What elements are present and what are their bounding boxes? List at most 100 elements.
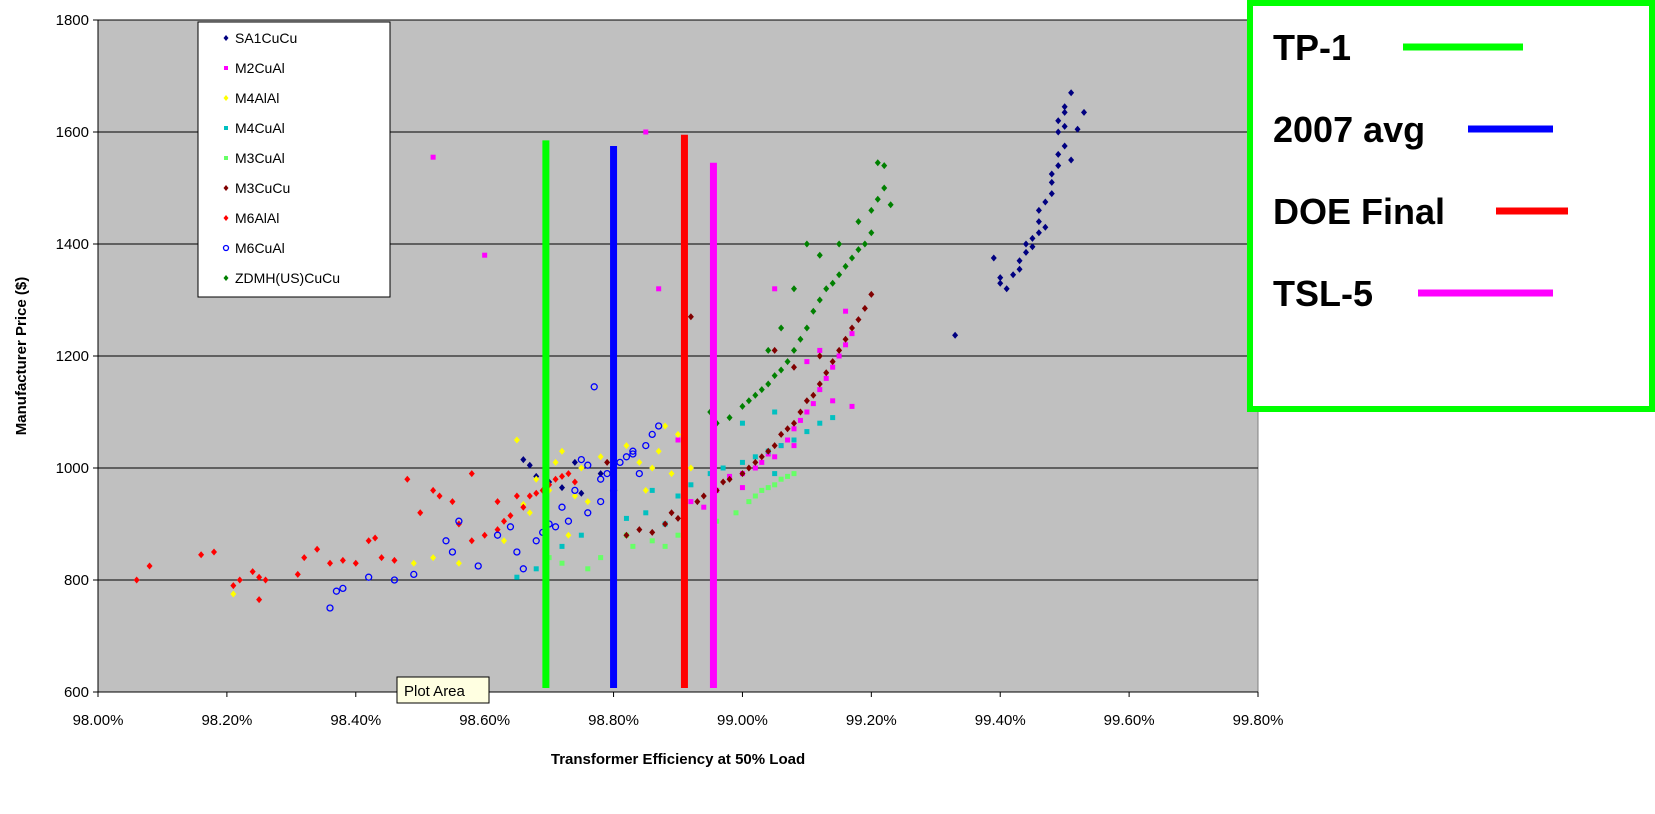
data-point bbox=[1029, 234, 1036, 242]
reference-legend-label: TP-1 bbox=[1273, 27, 1351, 68]
data-point bbox=[823, 375, 829, 381]
series-legend: SA1CuCu M2CuAl M4AlAl M4CuAl M3CuAl M3CuCu M6A… bbox=[197, 21, 391, 298]
data-point bbox=[481, 531, 488, 539]
data-point bbox=[752, 458, 759, 466]
data-point bbox=[636, 458, 643, 466]
reference-legend-label: TSL-5 bbox=[1273, 273, 1373, 314]
data-point bbox=[675, 514, 681, 522]
data-point bbox=[585, 566, 591, 572]
data-point bbox=[558, 503, 566, 511]
data-point bbox=[701, 504, 707, 510]
data-point bbox=[1042, 223, 1049, 231]
data-point bbox=[430, 154, 436, 160]
data-point bbox=[410, 559, 417, 567]
data-point bbox=[739, 485, 745, 491]
data-point bbox=[772, 454, 778, 460]
data-point bbox=[771, 442, 778, 450]
data-point bbox=[803, 240, 810, 248]
data-point bbox=[990, 254, 997, 262]
data-point bbox=[758, 386, 765, 394]
data-point bbox=[629, 447, 637, 455]
x-tick-label: 99.60% bbox=[1104, 712, 1155, 729]
data-point bbox=[817, 347, 823, 353]
series-sa1cucu bbox=[520, 89, 1087, 497]
data-point bbox=[739, 402, 746, 410]
data-points bbox=[133, 89, 1087, 612]
data-point bbox=[1055, 150, 1062, 158]
tick-labels: 600 800 1000 1200 1400 1600 1800 98.00% 98.20% 98… bbox=[56, 12, 1284, 729]
data-point bbox=[501, 537, 507, 545]
data-point bbox=[778, 366, 785, 374]
data-point bbox=[810, 391, 817, 399]
data-point bbox=[765, 447, 772, 455]
data-point bbox=[262, 576, 269, 584]
data-point bbox=[810, 401, 816, 407]
data-point bbox=[1048, 170, 1055, 178]
data-point bbox=[997, 274, 1004, 282]
data-point bbox=[758, 453, 765, 461]
data-point bbox=[668, 470, 675, 478]
data-point bbox=[887, 201, 894, 209]
data-point bbox=[622, 453, 631, 461]
data-point bbox=[668, 509, 675, 517]
data-point bbox=[513, 436, 520, 444]
data-point bbox=[849, 403, 855, 409]
data-point bbox=[327, 559, 333, 567]
data-point bbox=[720, 478, 727, 486]
data-point bbox=[520, 456, 527, 464]
data-point bbox=[410, 570, 418, 579]
data-point bbox=[784, 425, 791, 433]
data-point bbox=[649, 538, 655, 544]
legend-marker bbox=[222, 244, 230, 252]
data-point bbox=[700, 492, 707, 500]
data-point bbox=[823, 285, 830, 293]
data-point bbox=[752, 391, 759, 399]
data-point bbox=[688, 482, 694, 488]
data-point bbox=[830, 415, 836, 421]
data-point bbox=[365, 573, 373, 581]
data-point bbox=[623, 442, 630, 450]
data-point bbox=[513, 492, 520, 500]
data-point bbox=[494, 526, 501, 534]
data-point bbox=[559, 472, 565, 480]
data-point bbox=[752, 454, 758, 460]
data-point bbox=[759, 487, 765, 493]
data-point bbox=[874, 159, 881, 167]
data-point bbox=[849, 254, 855, 262]
legend-label: ZDMH(US)CuCu bbox=[235, 270, 340, 286]
data-point bbox=[816, 352, 823, 360]
data-point bbox=[675, 493, 681, 499]
data-point bbox=[513, 548, 521, 556]
data-point bbox=[804, 429, 810, 435]
data-point bbox=[629, 450, 637, 458]
legend-label: SA1CuCu bbox=[235, 30, 297, 46]
data-point bbox=[874, 195, 881, 203]
data-point bbox=[584, 498, 591, 506]
data-point bbox=[772, 482, 778, 488]
data-point bbox=[236, 576, 243, 584]
x-tick-label: 98.60% bbox=[459, 712, 510, 729]
data-point bbox=[765, 346, 772, 354]
axes bbox=[93, 19, 1259, 697]
plot-area-tooltip: Plot Area bbox=[396, 676, 490, 704]
data-point bbox=[829, 358, 836, 366]
data-point bbox=[817, 387, 823, 393]
legend-marker bbox=[223, 275, 229, 281]
data-point bbox=[474, 562, 482, 570]
data-point bbox=[771, 346, 778, 354]
data-point bbox=[571, 492, 578, 500]
data-point bbox=[771, 372, 778, 380]
reference-legend-label: 2007 avg bbox=[1273, 109, 1425, 150]
data-point bbox=[648, 430, 656, 439]
data-point bbox=[571, 458, 578, 466]
data-point bbox=[816, 380, 823, 388]
data-point bbox=[791, 437, 797, 443]
legend-marker bbox=[223, 95, 229, 101]
data-point bbox=[526, 492, 533, 500]
reference-legend-box bbox=[1247, 0, 1655, 412]
data-point bbox=[752, 493, 758, 499]
data-point bbox=[655, 447, 662, 455]
data-point bbox=[1055, 128, 1062, 136]
legend-label: M6AlAl bbox=[235, 210, 279, 226]
data-point bbox=[604, 458, 611, 466]
